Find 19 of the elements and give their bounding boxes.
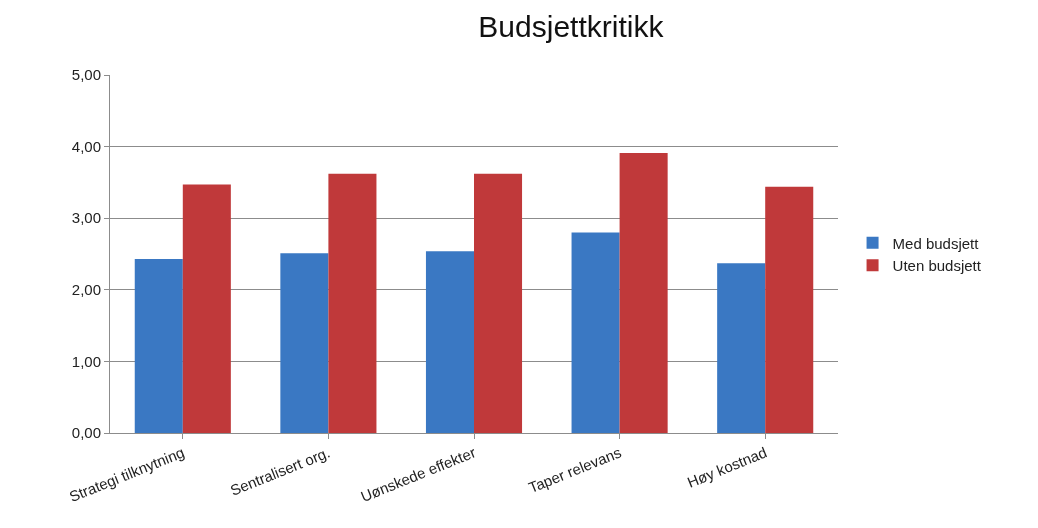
bar — [619, 153, 668, 433]
y-tick-label: 4,00 — [71, 137, 101, 155]
bar — [765, 186, 814, 433]
y-tick-label: 5,00 — [71, 66, 101, 84]
bar — [425, 251, 474, 433]
y-tick-label: 2,00 — [71, 281, 101, 299]
bar — [717, 263, 766, 433]
y-tick-label: 3,00 — [71, 209, 101, 227]
bar — [280, 253, 329, 433]
legend-label: Uten budsjett — [892, 257, 982, 275]
y-tick-label: 1,00 — [71, 352, 101, 370]
bar — [182, 184, 231, 433]
bar — [571, 232, 620, 433]
legend-label: Med budsjett — [892, 234, 980, 252]
bar — [328, 173, 377, 433]
bar — [474, 173, 523, 433]
y-tick-label: 0,00 — [71, 424, 101, 442]
bar — [134, 259, 183, 433]
chart-title: Budsjettkritikk — [478, 9, 665, 43]
